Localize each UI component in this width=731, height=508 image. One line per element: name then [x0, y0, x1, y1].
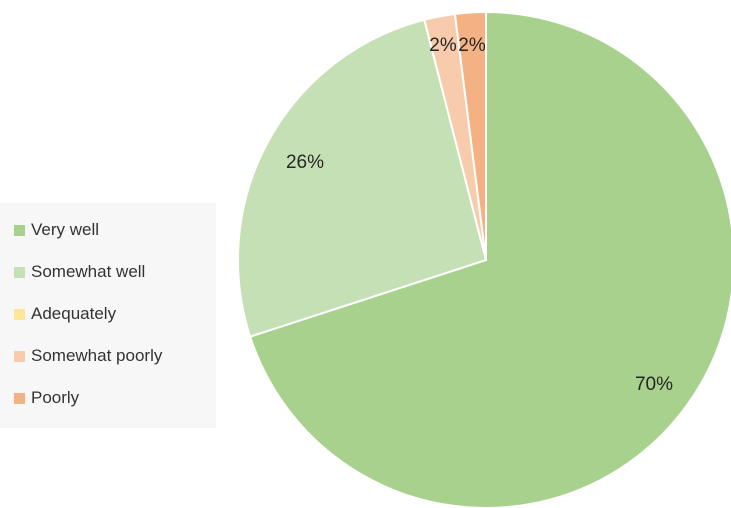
chart-legend: Very well Somewhat well Adequately Somew…	[0, 203, 216, 428]
pie-slice-poorly	[453, 10, 487, 261]
legend-swatch-very-well	[14, 224, 25, 236]
legend-item-somewhat-well: Somewhat well	[14, 261, 145, 283]
legend-label-very-well: Very well	[31, 220, 100, 239]
legend-item-adequately: Adequately	[14, 303, 116, 325]
data-label-somewhat-well: 26%	[286, 152, 324, 173]
pie-slice-very-well	[248, 10, 731, 508]
legend-swatch-somewhat-poorly	[14, 350, 25, 362]
legend-swatch-somewhat-well	[14, 266, 25, 278]
legend-item-very-well: Very well	[14, 219, 99, 241]
legend-label-adequately: Adequately	[31, 304, 117, 323]
legend-label-poorly: Poorly	[31, 388, 80, 407]
pie-slice-somewhat-well	[237, 18, 488, 338]
legend-item-poorly: Poorly	[14, 387, 79, 409]
legend-swatch-adequately	[14, 308, 25, 320]
legend-label-somewhat-well: Somewhat well	[31, 262, 146, 281]
data-label-very-well: 70%	[635, 374, 673, 395]
legend-label-somewhat-poorly: Somewhat poorly	[31, 346, 163, 365]
legend-swatch-poorly	[14, 392, 25, 404]
legend-item-somewhat-poorly: Somewhat poorly	[14, 345, 162, 367]
data-label-poorly: 2%	[458, 35, 486, 56]
data-label-somewhat-poorly: 2%	[429, 35, 457, 56]
